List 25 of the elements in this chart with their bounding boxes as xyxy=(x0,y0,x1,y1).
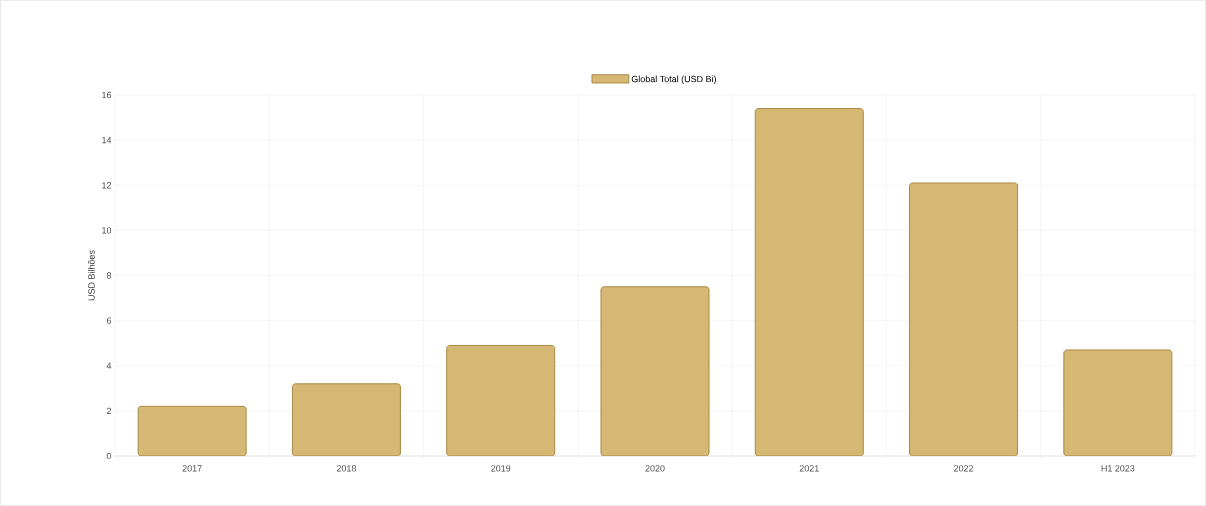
x-tick-label: 2017 xyxy=(182,465,202,472)
y-tick-label: 2 xyxy=(106,407,112,415)
x-tick-label: 2018 xyxy=(336,465,356,472)
bar xyxy=(446,344,556,456)
y-tick-label: 0 xyxy=(106,452,112,460)
y-tick-label: 14 xyxy=(102,137,112,144)
x-tick-label: 2020 xyxy=(645,465,665,472)
y-tick-label: 12 xyxy=(102,182,112,189)
y-tick-label: 4 xyxy=(106,362,112,369)
x-tick-label: H1 2023 xyxy=(1101,465,1135,472)
y-axis-title: USD Bilhões xyxy=(88,250,95,301)
y-tick-label: 6 xyxy=(106,317,112,324)
bar xyxy=(1063,349,1173,456)
legend-label: Global Total (USD Bi) xyxy=(631,75,716,84)
bar xyxy=(600,286,710,456)
x-tick-label: 2019 xyxy=(491,465,511,472)
bar xyxy=(909,182,1019,456)
x-tick-label: 2022 xyxy=(954,465,974,472)
bar xyxy=(754,108,864,456)
bar xyxy=(291,383,401,456)
y-tick-label: 10 xyxy=(102,227,112,234)
x-tick-label: 2021 xyxy=(799,465,819,472)
y-tick-label: 16 xyxy=(102,91,112,99)
y-tick-label: 8 xyxy=(106,272,112,279)
bar xyxy=(137,405,247,456)
